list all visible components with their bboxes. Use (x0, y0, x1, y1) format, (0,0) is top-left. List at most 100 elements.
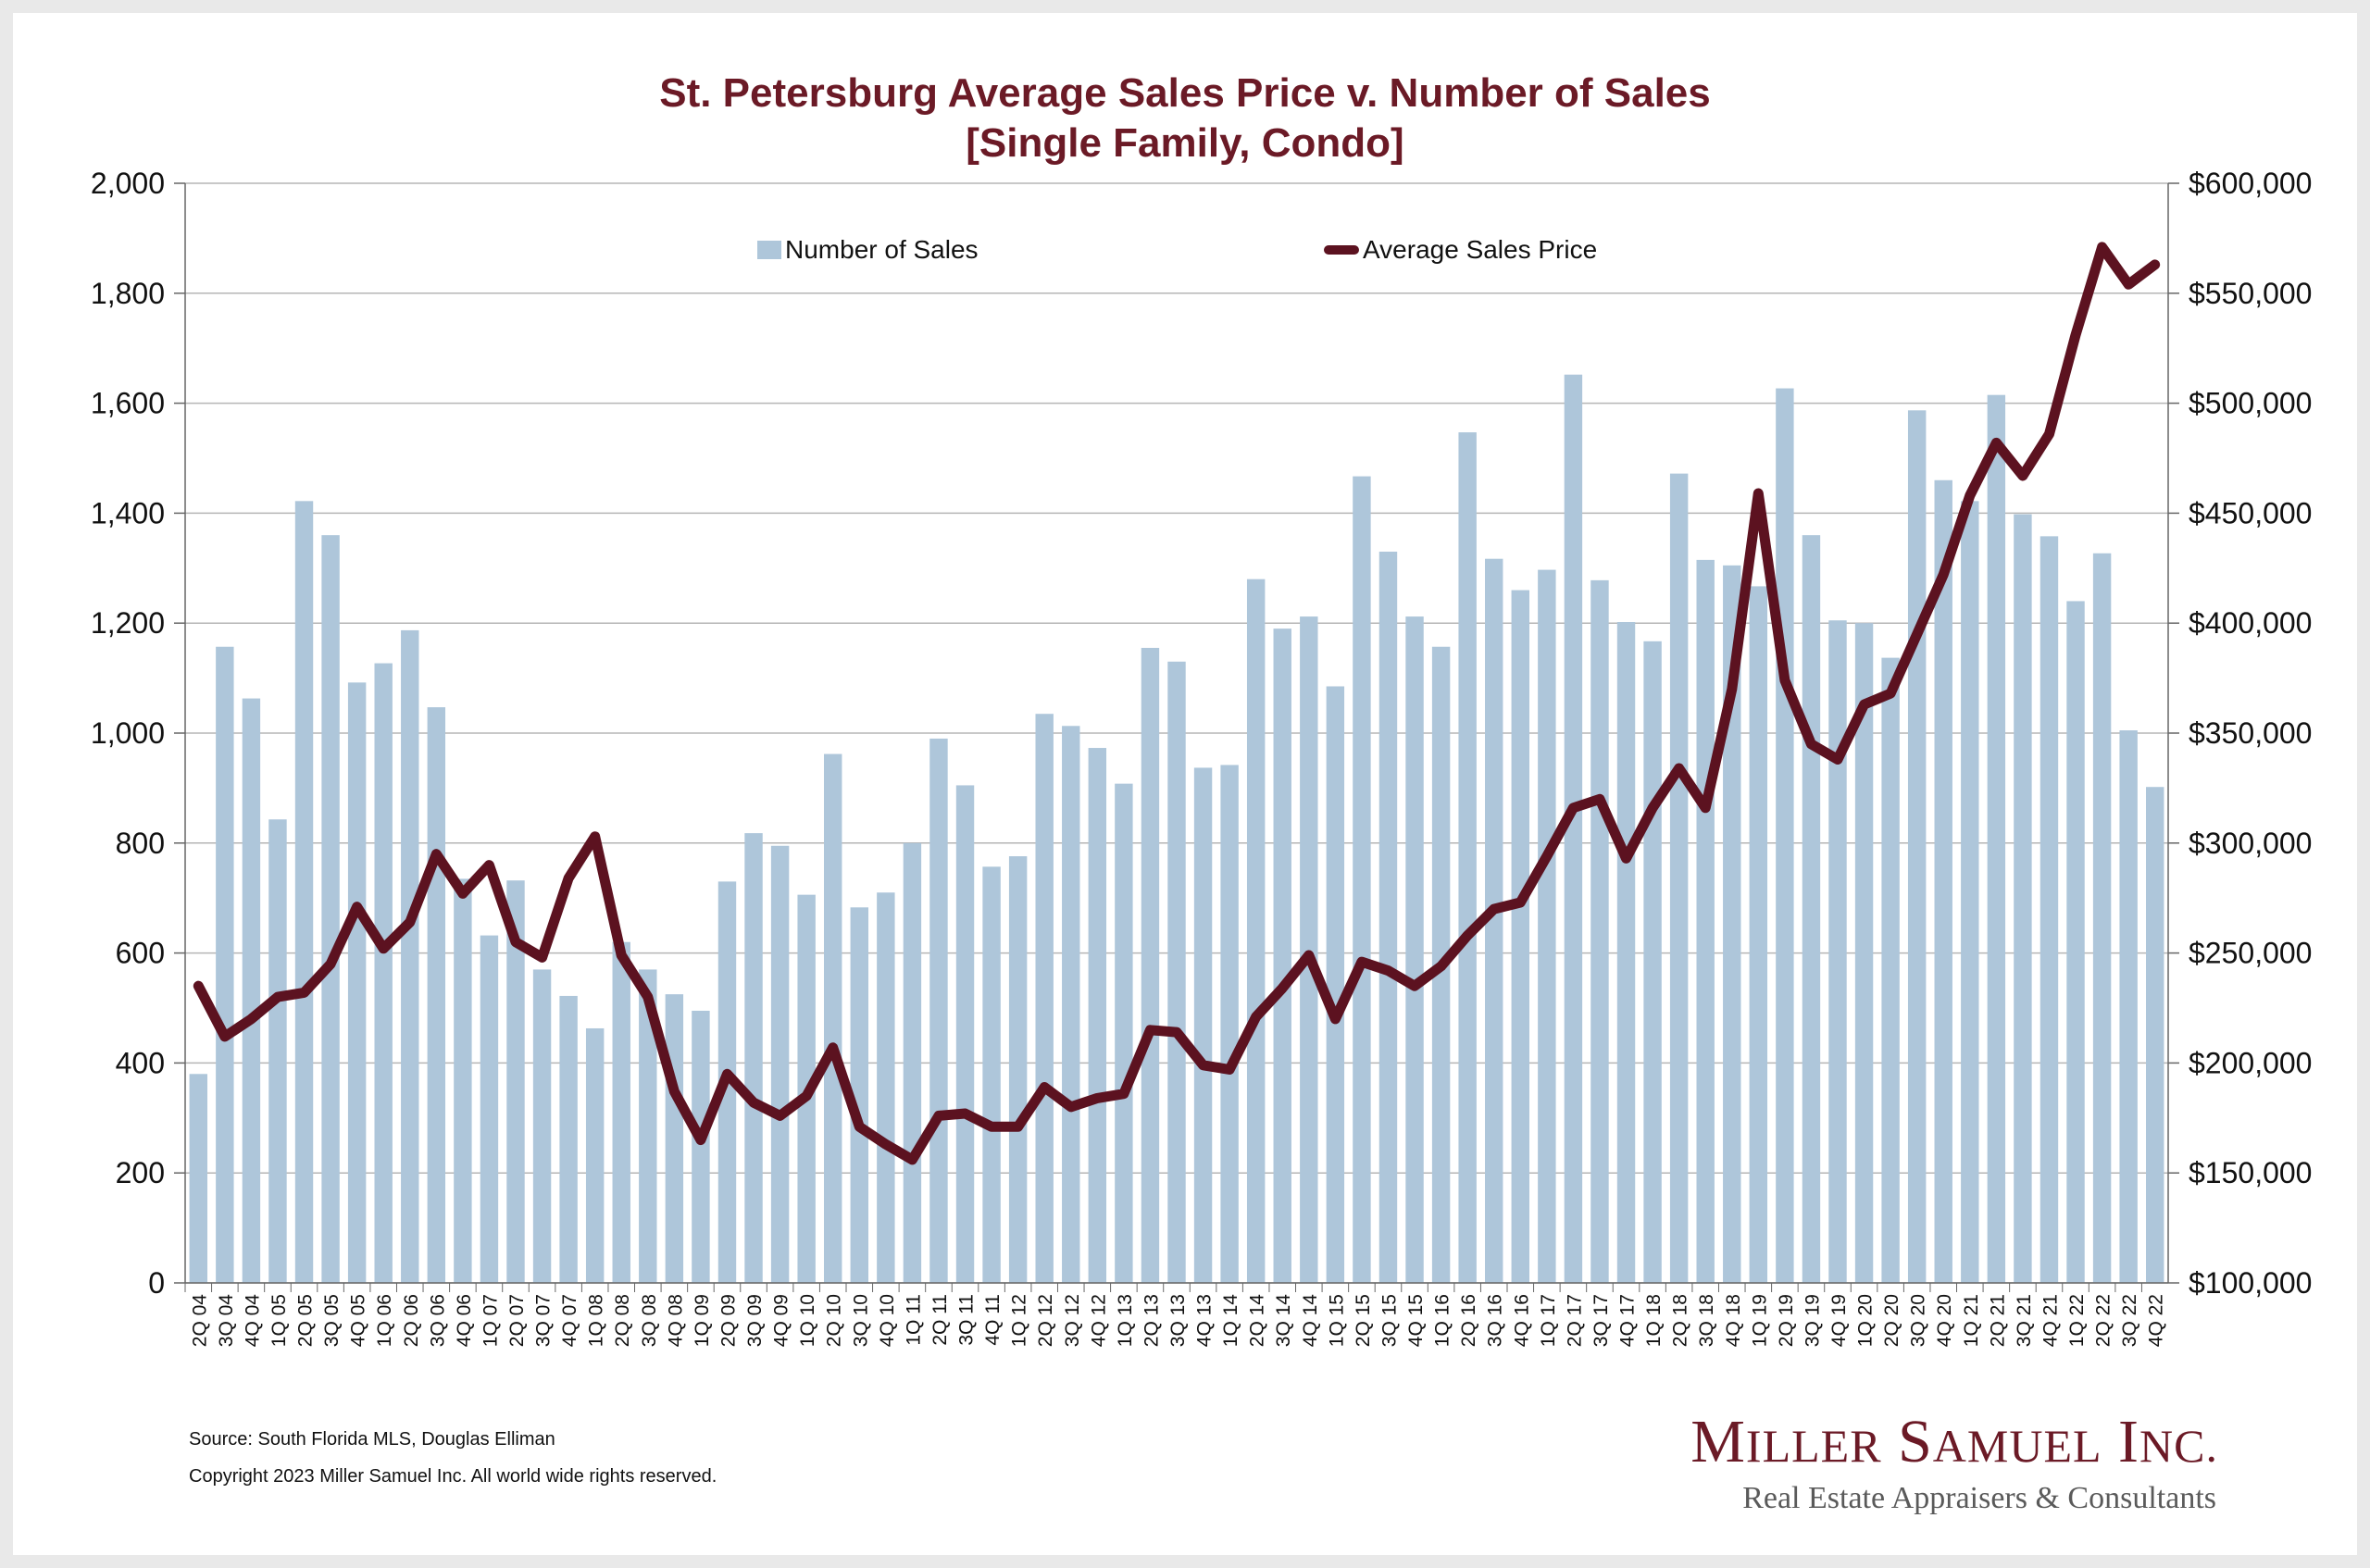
point-average-sales-price (991, 1126, 993, 1128)
point-average-sales-price (964, 1113, 967, 1115)
x-tick-label: 1Q 10 (797, 1294, 818, 1347)
point-average-sales-price (593, 835, 596, 838)
bar-number-of-sales (1749, 586, 1768, 1283)
point-average-sales-price (1598, 798, 1601, 801)
point-average-sales-price (1519, 901, 1522, 903)
point-average-sales-price (1149, 1028, 1152, 1031)
point-average-sales-price (831, 1046, 834, 1049)
x-tick-label: 4Q 04 (242, 1294, 263, 1348)
bar-number-of-sales (1141, 647, 1160, 1283)
point-average-sales-price (2021, 475, 2024, 478)
y-right-tick-label: $400,000 (2189, 606, 2312, 640)
point-average-sales-price (1492, 908, 1495, 911)
x-tick-label: 3Q 12 (1062, 1294, 1083, 1347)
x-tick-label: 4Q 15 (1405, 1294, 1427, 1347)
bar-number-of-sales (665, 994, 684, 1283)
point-average-sales-price (1334, 1017, 1337, 1020)
x-tick-label: 1Q 09 (692, 1294, 713, 1347)
bar-number-of-sales (2039, 536, 2059, 1283)
x-tick-label: 2Q 17 (1564, 1294, 1585, 1347)
x-tick-label: 3Q 05 (321, 1294, 343, 1347)
x-tick-label: 4Q 11 (982, 1294, 1004, 1346)
bar-number-of-sales (2146, 787, 2164, 1283)
x-tick-label: 1Q 18 (1643, 1294, 1665, 1347)
point-average-sales-price (1122, 1092, 1125, 1095)
y-left-tick-label: 200 (116, 1156, 165, 1189)
x-tick-label: 3Q 10 (850, 1294, 871, 1347)
bar-number-of-sales (1881, 657, 1900, 1283)
source-note: Source: South Florida MLS, Douglas Ellim… (189, 1429, 555, 1450)
x-tick-label: 1Q 11 (903, 1294, 924, 1346)
bar-number-of-sales (1008, 856, 1028, 1283)
x-tick-label: 2Q 10 (824, 1294, 845, 1347)
y-right-tick-label: $100,000 (2189, 1266, 2312, 1300)
y-left-tick-label: 0 (148, 1266, 165, 1300)
x-tick-label: 3Q 09 (744, 1294, 766, 1347)
x-tick-label: 4Q 22 (2146, 1294, 2167, 1347)
y-right-tick-label: $150,000 (2189, 1156, 2312, 1189)
bar-number-of-sales (1300, 616, 1318, 1283)
x-tick-label: 1Q 06 (374, 1294, 395, 1347)
bar-number-of-sales (1062, 726, 1080, 1283)
point-average-sales-price (568, 877, 570, 879)
bar-number-of-sales (216, 646, 234, 1283)
x-tick-label: 1Q 15 (1326, 1294, 1347, 1347)
line-series (193, 242, 2161, 1165)
bar-number-of-sales (1193, 767, 1213, 1283)
bar-number-of-sales (1273, 628, 1291, 1283)
x-tick-label: 4Q 10 (877, 1294, 898, 1347)
point-average-sales-price (1652, 806, 1654, 809)
point-average-sales-price (1096, 1097, 1099, 1100)
x-tick-label: 4Q 05 (348, 1294, 369, 1347)
logo-letters: AMUEL (1932, 1420, 2102, 1472)
point-average-sales-price (1414, 985, 1416, 988)
point-average-sales-price (2127, 283, 2130, 286)
y-right-tick-label: $300,000 (2189, 827, 2312, 860)
point-average-sales-price (911, 1158, 914, 1161)
bar-number-of-sales (294, 501, 314, 1283)
bar-number-of-sales (374, 663, 393, 1283)
x-tick-label: 3Q 15 (1378, 1294, 1400, 1347)
x-tick-label: 2Q 14 (1247, 1294, 1268, 1348)
bar-number-of-sales (1485, 558, 1503, 1283)
bar-number-of-sales (506, 880, 525, 1283)
legend-average-sales-price: Average Sales Price (1324, 233, 1597, 267)
x-tick-label: 4Q 06 (454, 1294, 475, 1347)
point-average-sales-price (1783, 678, 1786, 681)
x-tick-label: 3Q 20 (1908, 1294, 1929, 1347)
point-average-sales-price (2075, 333, 2077, 336)
bar-number-of-sales (454, 878, 472, 1283)
point-average-sales-price (753, 1101, 755, 1104)
x-tick-label: 1Q 17 (1538, 1294, 1559, 1347)
x-tick-label: 3Q 11 (956, 1294, 978, 1346)
x-tick-label: 4Q 20 (1934, 1294, 1955, 1347)
logo-letter: M (1690, 1408, 1746, 1475)
bar-number-of-sales (1405, 616, 1424, 1283)
x-tick-label: 2Q 21 (1987, 1294, 2008, 1347)
bar-number-of-sales (2066, 601, 2085, 1283)
bar-number-of-sales (903, 842, 922, 1283)
bar-number-of-sales (321, 535, 340, 1283)
x-tick-label: 1Q 12 (1009, 1294, 1030, 1347)
point-average-sales-price (408, 921, 411, 924)
x-tick-label: 3Q 16 (1485, 1294, 1506, 1347)
chart-subtitle: [Single Family, Condo] (966, 120, 1404, 166)
x-tick-label: 2Q 18 (1670, 1294, 1691, 1347)
bar-number-of-sales (1987, 394, 2006, 1283)
bar-number-of-sales (559, 995, 578, 1283)
x-tick-label: 4Q 09 (771, 1294, 792, 1347)
x-tick-label: 2Q 06 (401, 1294, 422, 1347)
y-left-tick-label: 1,800 (91, 277, 165, 310)
bar-number-of-sales (2092, 553, 2112, 1283)
bar-number-of-sales (639, 969, 657, 1283)
legend-bar-label: Number of Sales (785, 235, 979, 264)
y-right-tick-label: $350,000 (2189, 716, 2312, 750)
bar-number-of-sales (1590, 579, 1609, 1283)
point-average-sales-price (1176, 1031, 1178, 1034)
bar-number-of-sales (1854, 623, 1874, 1283)
bar-number-of-sales (1378, 551, 1398, 1283)
point-average-sales-price (1730, 688, 1733, 691)
point-average-sales-price (1968, 494, 1971, 497)
point-average-sales-price (2048, 432, 2051, 435)
bar-number-of-sales (1458, 432, 1477, 1283)
